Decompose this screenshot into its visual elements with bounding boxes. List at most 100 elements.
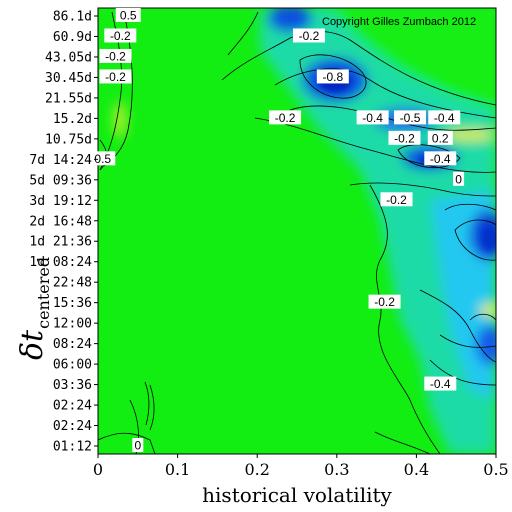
contour-label-background	[394, 110, 427, 125]
contour-label-text: 0.5	[94, 152, 111, 166]
y-tick-label: 02:24	[53, 399, 92, 414]
contour-label: 0.2	[427, 130, 453, 145]
contour-line	[397, 144, 461, 168]
contour-label: -0.2	[104, 28, 137, 43]
contour-label: -0.5	[394, 110, 427, 125]
y-axis-label-symbol: δt	[15, 329, 50, 360]
y-tick-label: 30.45d	[45, 71, 92, 86]
blue-blob-2	[268, 8, 312, 32]
contour-label: -0.2	[292, 28, 325, 43]
y-tick-label: 1d 08:24	[29, 255, 92, 270]
contour-label-text: -0.8	[322, 70, 343, 84]
contour-label: 0	[453, 171, 465, 186]
x-axis-label: historical volatility	[202, 483, 392, 507]
contour-labels: -0.2 -0.8 -0.2 -0.4 -0.5 -0.2 -0.4 0.2 -0.4 -0.2 0…	[90, 8, 465, 453]
contour-line	[254, 117, 496, 173]
contour-label-text: 0.5	[120, 9, 137, 23]
contour-label: -0.4	[424, 151, 457, 166]
y-tick-label: 86.1d	[53, 10, 92, 25]
contour-line	[349, 182, 496, 197]
contour-label-text: -0.2	[275, 111, 296, 125]
contour-label-background	[368, 294, 401, 309]
contour-label-background	[292, 28, 325, 43]
y-tick-label: 1d 21:36	[29, 235, 92, 250]
contour-line	[454, 219, 496, 261]
yellow-blob-1	[444, 130, 496, 140]
contour-label: -0.2	[269, 110, 302, 125]
y-tick-label: 22:48	[53, 276, 92, 291]
y-tick-label: 06:00	[53, 358, 92, 373]
y-tick-label: 2d 16:48	[29, 214, 92, 229]
contour-label-background	[380, 192, 413, 207]
contour-label: 0	[132, 438, 144, 453]
contour-label-text: -0.2	[105, 70, 126, 84]
contour-label-background	[453, 171, 465, 186]
contour-line	[221, 31, 496, 106]
contour-label-text: -0.2	[105, 49, 126, 63]
contour-label-text: -0.4	[430, 377, 451, 391]
contour-line	[98, 432, 156, 454]
contour-label-background	[132, 438, 144, 452]
y-tick-label: 12:00	[53, 317, 92, 332]
contour-line	[429, 359, 496, 386]
contour-label-background	[316, 69, 349, 84]
dark-blue-core-3	[482, 226, 496, 250]
contour-line	[374, 431, 431, 454]
contour-label-text: -0.5	[400, 111, 421, 125]
contour-line	[369, 184, 441, 454]
svg-text:δtcentered: δtcentered	[15, 257, 53, 360]
contour-label: 0.5	[115, 8, 141, 23]
contour-label-text: -0.2	[374, 295, 395, 309]
contour-line	[274, 68, 496, 119]
contour-label: 0.5	[90, 151, 116, 166]
y-tick-label: 08:24	[53, 337, 92, 352]
contour-line	[444, 203, 496, 211]
x-tick-label: 0.2	[244, 460, 269, 479]
y-tick-label: 5d 09:36	[29, 173, 92, 188]
y-tick-label: 15.2d	[53, 112, 92, 127]
contour-label-background	[115, 8, 141, 22]
contour-label-background	[269, 110, 302, 125]
contour-label: -0.2	[388, 130, 421, 145]
contour-label-background	[427, 130, 453, 145]
y-tick-label: 01:12	[53, 440, 92, 455]
x-tick-label: 0.5	[483, 460, 508, 479]
contour-label: -0.2	[99, 48, 132, 63]
y-tick-label: 03:36	[53, 378, 92, 393]
contour-line	[439, 334, 496, 348]
contour-label-text: -0.4	[430, 152, 451, 166]
y-tick-label: 10.75d	[45, 132, 92, 147]
x-tick-label: 0.1	[165, 460, 190, 479]
x-tick-label: 0.3	[324, 460, 349, 479]
y-axis-label-subscript: centered	[34, 257, 53, 329]
contour-label-text: -0.4	[434, 111, 455, 125]
contour-label-text: 0	[455, 172, 462, 186]
contour-label-text: 0.2	[432, 131, 449, 145]
contour-line	[419, 289, 496, 363]
contour-label-text: -0.2	[394, 131, 415, 145]
contour-label-background	[104, 28, 137, 43]
y-tick-label: 3d 19:12	[29, 194, 92, 209]
y-axis-ticks: 86.1d 60.9d 43.05d 30.45d 21.55d 15.2d 10.75d 7…	[29, 10, 98, 455]
blue-blob-5	[476, 325, 496, 365]
y-tick-label: 15:36	[53, 296, 92, 311]
y-tick-label: 60.9d	[53, 30, 92, 45]
contour-label: -0.4	[428, 110, 461, 125]
yellow-blob-2	[480, 304, 496, 316]
contour-label-background	[356, 110, 389, 125]
contour-label-background	[388, 130, 421, 145]
contour-label: -0.2	[380, 192, 413, 207]
upper-right-green	[330, 8, 496, 110]
contour-label: -0.2	[99, 69, 132, 84]
contour-label-text: -0.2	[386, 193, 407, 207]
y-tick-label: 7d 14:24	[29, 153, 92, 168]
contour-label: -0.2	[368, 294, 401, 309]
contour-label-background	[424, 376, 457, 391]
contour-label-background	[424, 151, 457, 166]
contour-label-background	[428, 110, 461, 125]
yellow-blob-3	[114, 102, 126, 138]
x-tick-label: 0	[93, 460, 103, 479]
contour-label-text: -0.4	[362, 111, 383, 125]
heatmap-field	[98, 8, 496, 454]
contour-line	[149, 384, 155, 431]
